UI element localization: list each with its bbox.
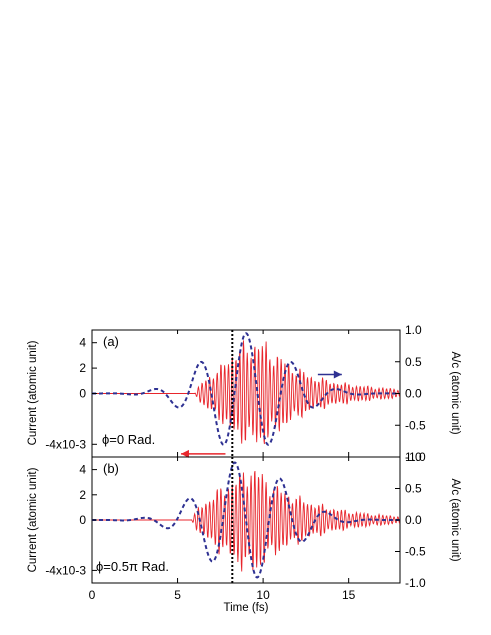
left-tick-label: -4x10-3 (45, 437, 86, 451)
left-tick-label: 0 (79, 387, 86, 401)
panel-b-tag: (b) (103, 461, 119, 476)
left-tick-label: 2 (79, 361, 86, 375)
x-tick-label: 0 (89, 588, 96, 602)
panel-b-phase-label: ϕ=0.5π Rad. (96, 559, 169, 574)
current-series-line (92, 470, 401, 572)
axis-arrow-head (333, 370, 342, 379)
right-tick-label: -0.5 (405, 418, 426, 432)
x-tick-label: 5 (174, 588, 181, 602)
panel-a-right-ticks: -1.0 -0.5 0.0 0.5 1.0 (395, 323, 426, 464)
x-tick-label: 15 (342, 588, 356, 602)
x-tick-label: 10 (256, 588, 270, 602)
panel-a-right-axis-title: A/c (atomic unit) (449, 351, 461, 434)
right-tick-label: 1.0 (405, 450, 422, 464)
panel-b-right-axis-title: A/c (atomic unit) (449, 478, 461, 561)
left-tick-label: 2 (79, 488, 86, 502)
panel-b-left-ticks: -4x10-3 0 2 4 (45, 463, 97, 577)
x-axis-title: Time (fs) (224, 602, 269, 614)
right-tick-label: -1.0 (405, 576, 426, 590)
vector-potential-series-line (92, 332, 400, 446)
right-tick-label: 0.5 (405, 482, 422, 496)
right-tick-label: -0.5 (405, 545, 426, 559)
axis-arrow-head (180, 449, 189, 458)
x-axis-ticks: 0 5 10 15 (89, 588, 356, 602)
panel-a-tag: (a) (103, 334, 119, 349)
current-series-line (92, 340, 401, 445)
right-tick-label: -1.0 (405, 450, 426, 464)
right-tick-label: 0.5 (405, 355, 422, 369)
panel-b-right-ticks: -1.0 -0.5 0.0 0.5 1.0 (395, 450, 426, 590)
panel-b: -4x10-3 0 2 4 -1.0 -0.5 0.0 0.5 1.0 (b) ϕ=0.5π … (45, 450, 426, 590)
right-tick-label: 0.0 (405, 387, 422, 401)
left-tick-label: 4 (79, 336, 86, 350)
panel-a-left-axis-title: Current (atomic unit) (27, 340, 39, 445)
left-tick-label: 4 (79, 463, 86, 477)
right-tick-label: 1.0 (405, 323, 422, 337)
right-tick-label: 0.0 (405, 513, 422, 527)
panel-a: -4x10-3 0 2 4 -1.0 -0.5 0.0 0.5 1.0 (a) ϕ=0 Rad… (45, 323, 426, 464)
left-tick-label: -4x10-3 (45, 563, 86, 577)
panel-a-plot (91, 330, 401, 458)
panel-b-left-axis-title: Current (atomic unit) (27, 467, 39, 572)
left-tick-label: 0 (79, 513, 86, 527)
panel-a-left-ticks: -4x10-3 0 2 4 (45, 336, 97, 451)
panel-a-phase-label: ϕ=0 Rad. (102, 432, 155, 447)
panel-b-plot (91, 457, 401, 583)
vector-potential-series-line (91, 461, 400, 579)
